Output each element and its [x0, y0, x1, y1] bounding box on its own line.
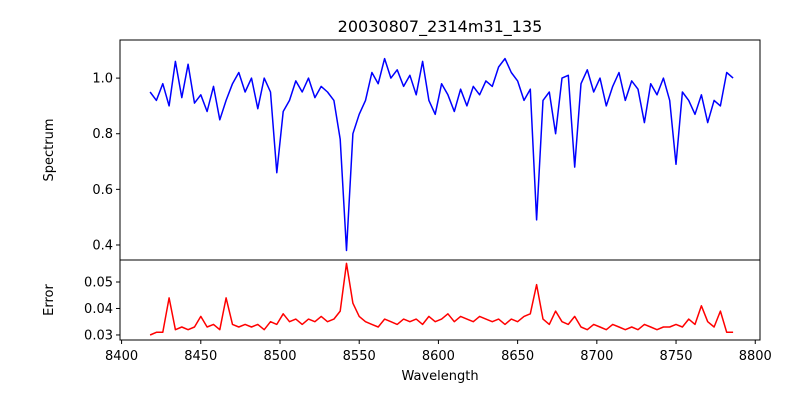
y-tick-label: 0.4 — [92, 238, 113, 253]
spectrum-line — [149, 57, 734, 252]
y-tick-label: 1.0 — [92, 72, 113, 87]
spectrum-panel: 0.4 0.6 0.8 1.0 — [92, 39, 761, 261]
x-tick-label: 8800 — [739, 349, 772, 364]
x-tick-label: 8700 — [580, 349, 613, 364]
y-tick-label: 0.05 — [84, 275, 113, 290]
y-tick-label: 0.03 — [84, 328, 113, 343]
x-tick-label: 8750 — [659, 349, 692, 364]
error-y-label: Error — [42, 284, 57, 316]
error-line — [149, 262, 734, 336]
x-tick-label: 8500 — [263, 349, 296, 364]
y-tick-label: 0.8 — [92, 127, 113, 142]
x-axis-ticks: 8400 8450 8500 8550 8600 8650 8700 8750 8800 — [105, 340, 772, 364]
error-frame — [119, 259, 761, 341]
chart-title: 20030807_2314m31_135 — [338, 17, 543, 37]
x-tick-label: 8600 — [422, 349, 455, 364]
y-tick-label: 0.6 — [92, 183, 113, 198]
spectrum-y-label: Spectrum — [42, 119, 57, 182]
y-tick-label: 0.04 — [84, 302, 113, 317]
x-tick-label: 8550 — [343, 349, 376, 364]
x-axis-label: Wavelength — [401, 369, 478, 384]
error-panel: 0.03 0.04 0.05 — [84, 259, 761, 343]
x-tick-label: 8400 — [105, 349, 138, 364]
x-tick-label: 8450 — [184, 349, 217, 364]
spectrum-frame — [119, 39, 761, 261]
x-tick-label: 8650 — [501, 349, 534, 364]
